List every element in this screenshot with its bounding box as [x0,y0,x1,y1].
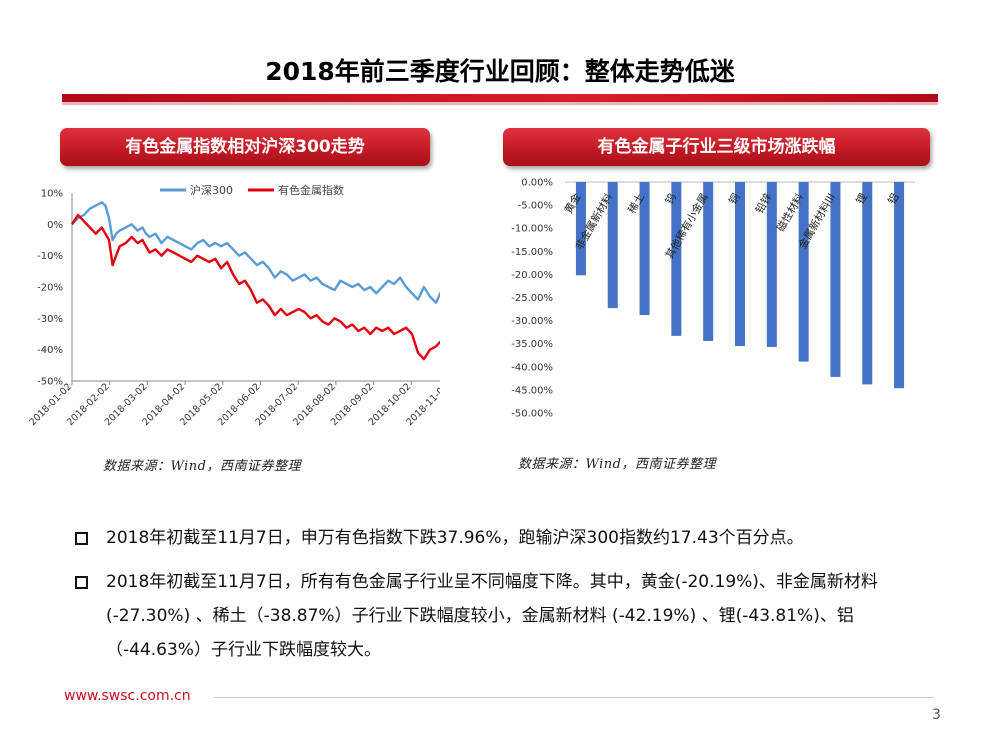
bar [894,182,905,389]
y-tick-label: -5.00% [518,201,553,212]
title-underline-shadow [62,102,938,105]
bar [703,182,714,341]
y-tick-label: -30.00% [511,316,553,327]
legend-label: 沪深300 [190,183,233,197]
y-tick-label: -50.00% [511,409,553,420]
y-tick-label: -30% [37,314,63,325]
bar [607,182,618,309]
bar [862,182,873,385]
y-tick-label: -40% [37,345,63,356]
y-tick-label: -45.00% [511,385,553,396]
bar [575,182,586,276]
page-number: 3 [932,707,941,723]
footer-url[interactable]: www.swsc.com.cn [64,688,191,704]
y-tick-label: 0% [47,220,63,231]
bullet-square-icon [75,576,88,589]
bullet-text: 2018年初截至11月7日，申万有色指数下跌37.96%，跑输沪深300指数约1… [106,528,804,548]
bar [639,182,650,316]
y-tick-label: -25.00% [511,293,553,304]
y-tick-label: -20% [37,283,63,294]
footer-divider [214,697,934,698]
series-line [70,213,440,361]
title-underline-bar [62,94,938,102]
y-tick-label: -40.00% [511,362,553,373]
slide-title: 2018年前三季度行业回顾：整体走势低迷 [265,57,735,86]
y-tick-label: -15.00% [511,247,553,258]
left-panel-header: 有色金属指数相对沪深300走势 [60,128,430,166]
bullet-item: 2018年初截至11月7日，所有有色金属子行业呈不同幅度下降。其中，黄金(-20… [75,565,925,667]
bar [798,182,809,362]
line-chart: 10%0%-10%-20%-30%-40%-50%2018-01-022018-… [27,183,440,428]
category-label: 铜 [727,192,743,207]
y-tick-label: -50% [37,377,63,388]
series-line [71,201,440,304]
bar [671,182,682,336]
bar [735,182,745,347]
legend-label: 有色金属指数 [278,183,344,197]
bullet-text: 2018年初截至11月7日，所有有色金属子行业呈不同幅度下降。其中，黄金(-20… [106,572,878,660]
left-data-source: 数据来源：Wind，西南证券整理 [103,459,301,474]
y-tick-label: 10% [41,189,63,200]
y-tick-label: -10.00% [511,224,553,235]
y-tick-label: -20.00% [511,270,553,281]
bullet-square-icon [75,532,88,545]
right-data-source: 数据来源：Wind，西南证券整理 [518,457,716,472]
bar-chart: 0.00% -5.00% -10.00% -15.00% -20.00% -25.00% -… [511,178,915,420]
bullet-item: 2018年初截至11月7日，申万有色指数下跌37.96%，跑输沪深300指数约1… [75,521,925,555]
bar [830,182,841,377]
bar [766,182,777,347]
y-tick-label: -35.00% [511,339,553,350]
y-tick-label: -10% [37,251,63,262]
y-tick-label: 0.00% [521,178,553,189]
right-panel-header: 有色金属子行业三级市场涨跌幅 [503,128,930,166]
